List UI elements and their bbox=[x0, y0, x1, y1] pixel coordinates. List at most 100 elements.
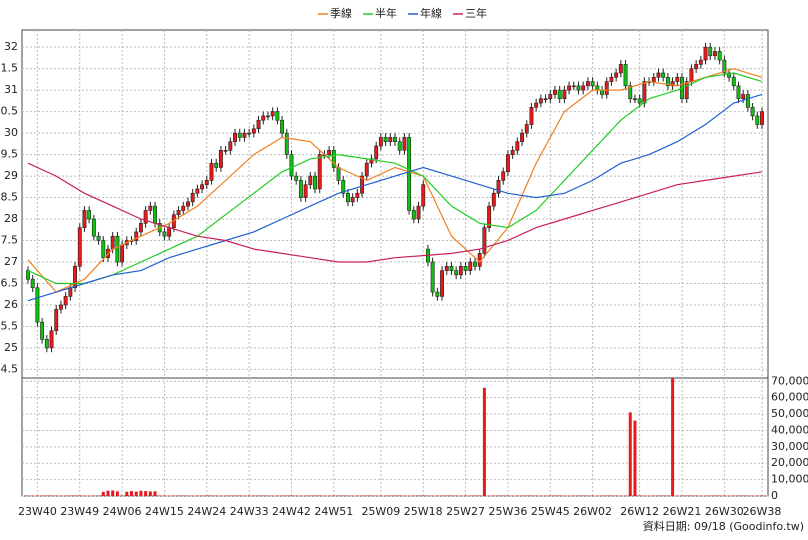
candle-body bbox=[289, 154, 294, 177]
y-tick-label: 27 bbox=[4, 255, 18, 268]
candle-body bbox=[708, 46, 713, 57]
y2-tick-label: 50,000 bbox=[771, 407, 808, 420]
candle-body bbox=[313, 175, 317, 190]
y-tick-label: 4.5 bbox=[1, 362, 19, 375]
candle-body bbox=[317, 154, 322, 190]
x-tick-label: 26W21 bbox=[663, 505, 702, 518]
volume-bar bbox=[144, 491, 148, 496]
ma-line bbox=[27, 72, 763, 285]
x-tick-label: 26W38 bbox=[743, 505, 782, 518]
y2-tick-label: 0 bbox=[771, 489, 778, 502]
candle-body bbox=[515, 141, 520, 151]
candle-body bbox=[604, 81, 609, 95]
x-tick-label: 25W36 bbox=[488, 505, 527, 518]
candle-body bbox=[68, 287, 73, 297]
candle-body bbox=[618, 64, 623, 74]
y2-tick-label: 10,000 bbox=[771, 473, 808, 486]
candle-body bbox=[727, 72, 732, 78]
candle-body bbox=[567, 85, 572, 91]
candle-body bbox=[176, 210, 181, 216]
candle-body bbox=[96, 235, 101, 241]
y2-tick-label: 70,000 bbox=[771, 374, 808, 387]
candle-body bbox=[684, 81, 689, 100]
candle-body bbox=[703, 46, 708, 61]
candle-body bbox=[571, 85, 576, 88]
candle-body bbox=[538, 98, 543, 104]
y-tick-label: 29 bbox=[4, 169, 18, 182]
candle-body bbox=[576, 85, 581, 91]
candle-body bbox=[101, 240, 106, 259]
candle-body bbox=[449, 265, 454, 271]
candle-body bbox=[261, 115, 266, 121]
x-tick-label: 26W30 bbox=[705, 505, 744, 518]
candle-body bbox=[364, 162, 369, 177]
volume-bar bbox=[482, 387, 486, 496]
candle-body bbox=[270, 111, 275, 117]
candle-body bbox=[308, 175, 313, 185]
candle-body bbox=[162, 231, 167, 237]
x-tick-label: 24W51 bbox=[314, 505, 353, 518]
candle-body bbox=[421, 184, 426, 207]
candle-body bbox=[115, 235, 120, 263]
candle-body bbox=[722, 59, 727, 74]
candle-body bbox=[91, 218, 96, 237]
x-tick-label: 24W06 bbox=[103, 505, 142, 518]
candle-body bbox=[73, 265, 77, 289]
candle-body bbox=[581, 85, 586, 91]
x-tick-label: 24W33 bbox=[230, 505, 269, 518]
candle-body bbox=[303, 184, 308, 198]
candle-body bbox=[266, 115, 270, 118]
candle-body bbox=[402, 137, 407, 151]
x-tick-label: 25W09 bbox=[361, 505, 400, 518]
candle-body bbox=[755, 115, 760, 125]
candle-body bbox=[228, 141, 233, 151]
candle-body bbox=[190, 192, 195, 203]
legend-label: 三年 bbox=[465, 6, 487, 20]
candle-body bbox=[713, 51, 717, 57]
y2-tick-label: 40,000 bbox=[771, 423, 808, 436]
y-tick-label: 0.5 bbox=[1, 105, 19, 118]
candle-body bbox=[54, 308, 59, 332]
source-note: 資料日期: 09/18 (Goodinfo.tw) bbox=[643, 519, 804, 533]
candle-body bbox=[327, 149, 332, 155]
candle-body bbox=[242, 132, 247, 138]
x-tick-label: 25W45 bbox=[531, 505, 570, 518]
candle-body bbox=[49, 330, 54, 349]
candle-body bbox=[44, 339, 49, 349]
candle-body bbox=[553, 89, 557, 95]
candle-body bbox=[148, 205, 153, 211]
y-tick-label: 6.5 bbox=[1, 276, 19, 289]
x-tick-label: 24W24 bbox=[187, 505, 226, 518]
candle-body bbox=[341, 180, 346, 194]
candle-body bbox=[82, 210, 87, 228]
candle-body bbox=[534, 102, 539, 108]
candle-body bbox=[529, 107, 534, 125]
candle-body bbox=[496, 180, 501, 194]
candle-body bbox=[214, 162, 219, 168]
candle-body bbox=[510, 149, 515, 155]
volume-bar bbox=[671, 378, 675, 496]
candle-body bbox=[256, 119, 261, 130]
candle-body bbox=[383, 137, 388, 143]
candle-body bbox=[491, 192, 496, 207]
y-tick-label: 30 bbox=[4, 126, 18, 139]
candle-body bbox=[416, 205, 421, 220]
candle-body bbox=[548, 94, 553, 100]
x-tick-label: 26W02 bbox=[573, 505, 612, 518]
legend-label: 季線 bbox=[330, 6, 352, 20]
candle-body bbox=[637, 98, 642, 104]
ma-line bbox=[27, 93, 763, 302]
candle-body bbox=[600, 89, 604, 95]
y-tick-label: 26 bbox=[4, 298, 18, 311]
x-tick-label: 26W12 bbox=[620, 505, 659, 518]
candle-body bbox=[454, 270, 459, 276]
volume-bar bbox=[628, 412, 632, 496]
candle-body bbox=[411, 210, 416, 220]
candle-body bbox=[218, 149, 223, 168]
candle-body bbox=[167, 227, 172, 237]
candle-body bbox=[378, 137, 383, 147]
candle-body bbox=[562, 89, 567, 100]
volume-bar bbox=[139, 490, 143, 496]
y-tick-label: 1.5 bbox=[1, 62, 19, 75]
